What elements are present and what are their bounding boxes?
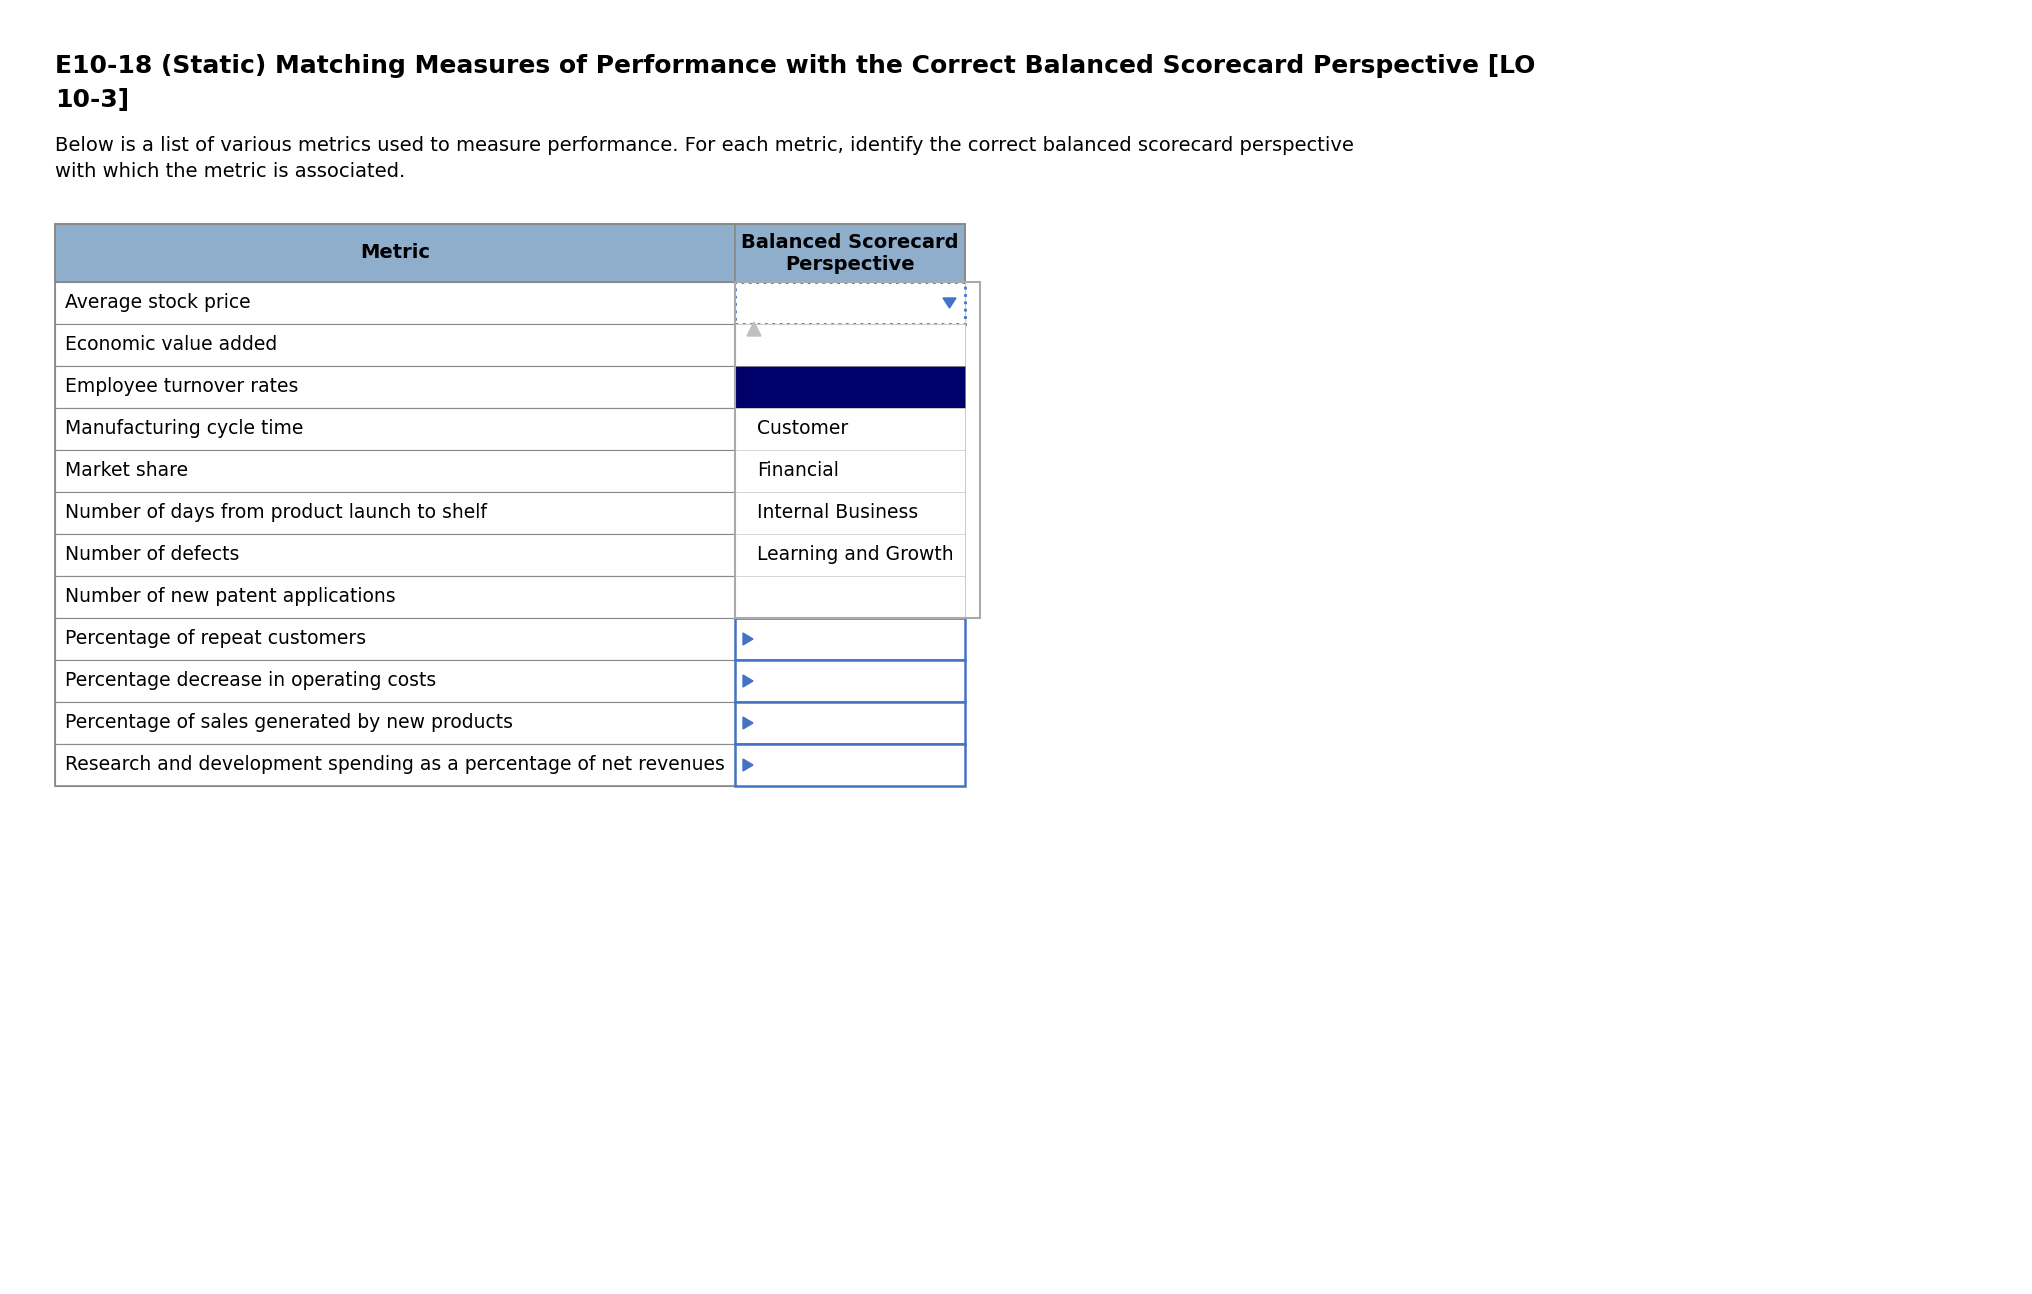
Text: Below is a list of various metrics used to measure performance. For each metric,: Below is a list of various metrics used … [55,136,1353,155]
Polygon shape [943,298,955,308]
Text: Balanced Scorecard
Perspective: Balanced Scorecard Perspective [742,233,959,273]
Bar [736,408,965,450]
Bar [55,282,736,324]
Bar [55,450,736,492]
Text: Internal Business: Internal Business [758,503,918,523]
Bar [55,224,965,785]
Text: Research and development spending as a percentage of net revenues: Research and development spending as a p… [65,756,725,775]
Bar [736,282,979,619]
Bar [55,576,736,619]
Text: Number of new patent applications: Number of new patent applications [65,587,396,607]
Bar [55,366,736,408]
Bar [736,660,965,703]
Text: Number of defects: Number of defects [65,546,240,564]
Text: Percentage of sales generated by new products: Percentage of sales generated by new pro… [65,713,512,732]
Bar [55,660,736,703]
Text: E10-18 (Static) Matching Measures of Performance with the Correct Balanced Score: E10-18 (Static) Matching Measures of Per… [55,54,1536,78]
Bar [55,703,736,744]
Text: with which the metric is associated.: with which the metric is associated. [55,162,404,181]
Polygon shape [748,322,762,336]
Polygon shape [744,675,754,687]
Text: Learning and Growth: Learning and Growth [758,546,953,564]
Bar [736,576,965,619]
Polygon shape [744,717,754,729]
Bar [55,492,736,534]
Bar [736,324,965,366]
Text: Metric: Metric [360,243,431,263]
Text: Average stock price: Average stock price [65,294,250,312]
Text: 10-3]: 10-3] [55,88,130,113]
Polygon shape [744,633,754,644]
Polygon shape [744,760,754,771]
Bar [736,534,965,576]
Text: Financial: Financial [758,462,839,480]
Text: Economic value added: Economic value added [65,335,276,355]
Bar [55,224,736,282]
Bar [736,450,965,492]
Bar [736,224,965,282]
Bar [736,619,965,660]
Bar [736,744,965,785]
Bar [55,744,736,785]
Bar [736,282,965,324]
Bar [736,703,965,744]
Text: Market share: Market share [65,462,189,480]
Bar [55,324,736,366]
Text: Employee turnover rates: Employee turnover rates [65,378,299,396]
Text: Percentage of repeat customers: Percentage of repeat customers [65,629,366,648]
Text: Percentage decrease in operating costs: Percentage decrease in operating costs [65,672,437,691]
Text: Manufacturing cycle time: Manufacturing cycle time [65,419,303,439]
Bar [736,366,965,408]
Bar [55,619,736,660]
Text: Number of days from product launch to shelf: Number of days from product launch to sh… [65,503,488,523]
Text: Customer: Customer [758,419,847,439]
Bar [55,534,736,576]
Bar [736,492,965,534]
Bar [55,408,736,450]
